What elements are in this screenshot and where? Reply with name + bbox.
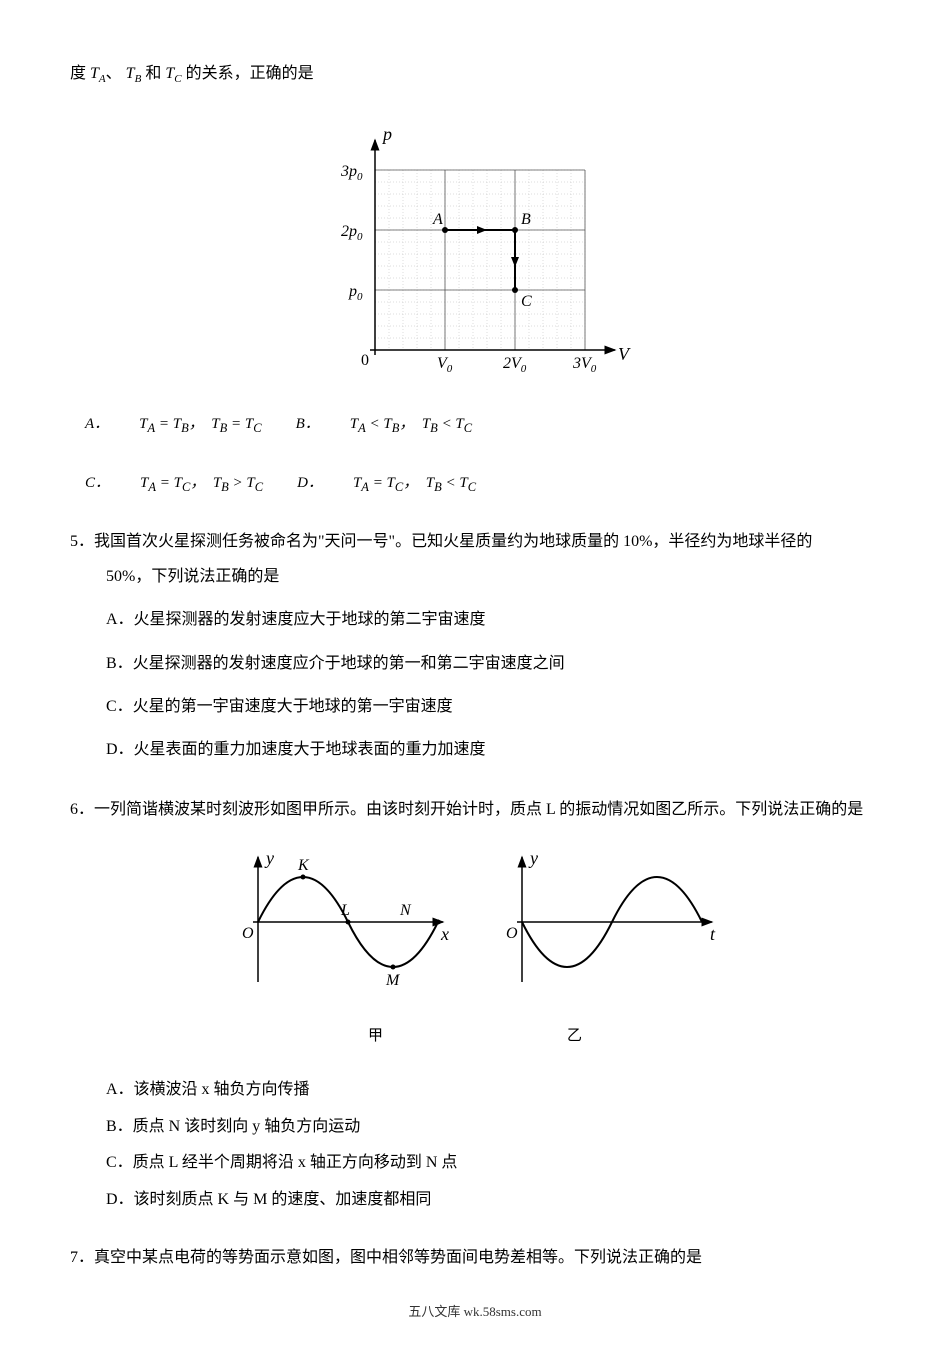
q4-opt-b: B．TA < TB， TB < TC [296, 411, 473, 440]
q6-opt-c: C．质点 L 经半个周期将沿 x 轴正方向移动到 N 点 [70, 1149, 880, 1178]
var-tc: TC [165, 65, 181, 82]
q7-text: 真空中某点电荷的等势面示意如图，图中相邻等势面间电势差相等。下列说法正确的是 [94, 1249, 702, 1266]
svg-text:t: t [710, 924, 716, 944]
svg-text:M: M [385, 972, 401, 989]
svg-text:O: O [242, 925, 254, 942]
sep: 、 [106, 65, 122, 82]
q4-options-row1: A．TA = TB， TB = TC B．TA < TB， TB < TC [70, 410, 880, 440]
q4-options-row2: C．TA = TC， TB > TC D．TA = TC， TB < TC [70, 469, 880, 499]
svg-text:y: y [528, 848, 538, 868]
pv-diagram: p V 0 p0 2p0 3p0 V0 2V0 3V0 A B C [315, 110, 635, 390]
question-6: 6．一列简谐横波某时刻波形如图甲所示。由该时刻开始计时，质点 L 的振动情况如图… [70, 792, 880, 827]
svg-text:N: N [399, 902, 412, 919]
y-tick-3: 3p0 [340, 163, 363, 183]
q7-num: 7． [70, 1249, 94, 1266]
point-c [512, 287, 518, 293]
label-yi: 乙 [567, 1023, 582, 1050]
q5-opt-d: D．火星表面的重力加速度大于地球表面的重力加速度 [70, 732, 880, 767]
svg-text:O: O [506, 925, 518, 942]
label-jia: 甲 [368, 1023, 383, 1050]
q6-opt-a: A．该横波沿 x 轴负方向传播 [70, 1076, 880, 1105]
wave-figures: y x O K L M N y t O 甲 乙 [70, 842, 880, 1051]
x-tick-1: V0 [437, 355, 453, 375]
question-7: 7．真空中某点电荷的等势面示意如图，图中相邻等势面间电势差相等。下列说法正确的是 [70, 1240, 880, 1275]
wave-jia: y x O K L M N [228, 842, 458, 1002]
wave-yi: y t O [492, 842, 722, 1002]
major-grid [375, 170, 585, 350]
q6-num: 6． [70, 801, 94, 818]
q5-opt-c: C．火星的第一宇宙速度大于地球的第一宇宙速度 [70, 689, 880, 724]
text: 度 [70, 65, 86, 82]
point-c-label: C [521, 293, 532, 310]
svg-text:L: L [340, 902, 350, 919]
q4-opt-c: C．TA = TC， TB > TC [85, 470, 263, 499]
q5-num: 5． [70, 533, 94, 550]
wave-labels-row: 甲 乙 [70, 1013, 880, 1051]
point-b-label: B [521, 211, 531, 228]
q5-opt-b: B．火星探测器的发射速度应介于地球的第一和第二宇宙速度之间 [70, 646, 880, 681]
partial-sentence: 度 TA、 TB 和 TC 的关系，正确的是 [70, 60, 880, 90]
svg-text:K: K [297, 857, 310, 874]
svg-text:y: y [264, 848, 274, 868]
q6-opt-b: B．质点 N 该时刻向 y 轴负方向运动 [70, 1113, 880, 1142]
arrow-ab [477, 226, 487, 234]
y-axis-label: p [381, 124, 392, 144]
q4-opt-a: A．TA = TB， TB = TC [85, 411, 262, 440]
q6-opt-d: D．该时刻质点 K 与 M 的速度、加速度都相同 [70, 1186, 880, 1215]
y-tick-2: 2p0 [341, 223, 363, 243]
q5-text2: 50%，下列说法正确的是 [70, 559, 880, 594]
y-tick-1: p0 [348, 283, 363, 303]
question-5: 5．我国首次火星探测任务被命名为"天问一号"。已知火星质量约为地球质量的 10%… [70, 524, 880, 767]
x-tick-3: 3V0 [572, 355, 597, 375]
watermark: 五八文库 wk.58sms.com [70, 1300, 880, 1323]
x-axis-label: V [618, 344, 631, 364]
point-a [442, 227, 448, 233]
var-ta: TA [90, 65, 106, 82]
q4-opt-d: D．TA = TC， TB < TC [297, 470, 476, 499]
arrow-bc [511, 257, 519, 267]
fine-grid [375, 170, 585, 350]
q5-text1: 我国首次火星探测任务被命名为"天问一号"。已知火星质量约为地球质量的 10%，半… [94, 533, 812, 550]
point-b [512, 227, 518, 233]
x-tick-2: 2V0 [503, 355, 527, 375]
var-tb: TB [126, 65, 142, 82]
svg-text:x: x [440, 924, 449, 944]
text: 的关系，正确的是 [186, 65, 314, 82]
origin-label: 0 [361, 352, 369, 369]
q6-text: 一列简谐横波某时刻波形如图甲所示。由该时刻开始计时，质点 L 的振动情况如图乙所… [94, 801, 863, 818]
q5-opt-a: A．火星探测器的发射速度应大于地球的第二宇宙速度 [70, 602, 880, 637]
point-a-label: A [432, 211, 443, 228]
text: 和 [145, 65, 161, 82]
q6-options: A．该横波沿 x 轴负方向传播 B．质点 N 该时刻向 y 轴负方向运动 C．质… [70, 1076, 880, 1215]
